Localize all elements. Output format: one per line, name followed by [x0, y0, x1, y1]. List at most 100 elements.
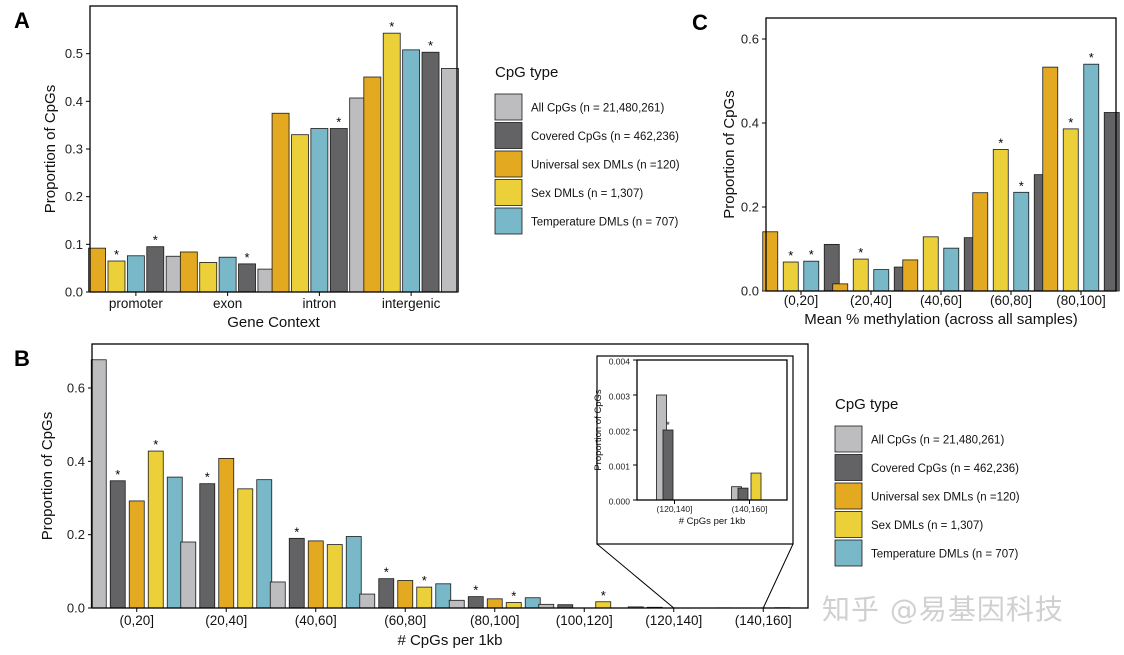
x-tick-label: (60,80]	[384, 613, 426, 628]
bar-universal-sex-dmls	[271, 112, 290, 293]
bar-temperature-dmls	[943, 247, 960, 292]
legend-bottom: CpG type All CpGs (n = 21,480,261) Covered…	[834, 396, 1020, 567]
x-tick-label: intron	[302, 296, 336, 311]
legend-item-label: Temperature DMLs (n = 707)	[871, 549, 1018, 561]
bar-sex-dmls	[326, 544, 343, 609]
bar-sex-dmls	[107, 260, 126, 293]
x-tick-label: (20,40]	[850, 293, 892, 308]
x-tick-label: (120,140]	[657, 504, 693, 514]
legend-item-label: All CpGs (n = 21,480,261)	[531, 103, 664, 115]
bar-sex-dmls	[199, 262, 218, 293]
x-tick-label: (120,140]	[645, 613, 702, 628]
significance-star: *	[473, 583, 478, 598]
panel-label: A	[14, 8, 30, 33]
y-tick-label: 0.5	[65, 46, 83, 61]
significance-star: *	[998, 135, 1003, 150]
bar-temperature-dmls	[1083, 63, 1100, 292]
legend-swatch	[494, 93, 523, 121]
bar-universal-sex-dmls	[972, 192, 989, 292]
bar-covered-cpgs	[1103, 112, 1120, 292]
bar-universal-sex-dmls	[397, 580, 414, 609]
bar-sex-dmls	[852, 258, 869, 292]
bar-temperature-dmls	[166, 476, 183, 609]
y-tick-label: 0.2	[67, 527, 85, 542]
bar-all-cpgs	[448, 599, 465, 609]
significance-star: *	[666, 420, 670, 431]
significance-star: *	[244, 250, 249, 265]
legend-swatch	[494, 207, 523, 235]
x-tick-label: promoter	[109, 296, 164, 311]
legend-swatch	[494, 150, 523, 178]
bar-sex-dmls	[750, 472, 762, 501]
x-tick-label: (100,120]	[556, 613, 613, 628]
significance-star: *	[809, 247, 814, 262]
x-tick-label: intergenic	[382, 296, 441, 311]
y-tick-label: 0.000	[609, 497, 631, 507]
legend-swatch	[834, 482, 863, 510]
legend-title: CpG type	[835, 396, 898, 413]
bar-covered-cpgs	[146, 246, 165, 293]
x-tick-label: (0,20]	[119, 613, 154, 628]
y-tick-label: 0.1	[65, 237, 83, 252]
y-tick-label: 0.2	[65, 189, 83, 204]
bar-sex-dmls	[782, 261, 799, 292]
y-tick-label: 0.6	[67, 381, 85, 396]
bar-temperature-dmls	[256, 479, 273, 609]
legend-item-label: Covered CpGs (n = 462,236)	[871, 463, 1019, 475]
x-tick-label: (40,60]	[295, 613, 337, 628]
bar-temperature-dmls	[126, 255, 145, 293]
bar-covered-cpgs	[662, 429, 674, 501]
bar-universal-sex-dmls	[363, 76, 382, 293]
x-tick-label: (80,100]	[470, 613, 520, 628]
significance-star: *	[115, 467, 120, 482]
bar-all-cpgs	[441, 68, 459, 293]
y-tick-label: 0.0	[65, 285, 83, 300]
bar-covered-cpgs	[421, 51, 440, 293]
significance-star: *	[336, 115, 341, 130]
panel-b-inset: 0.000 0.001 0.002 0.003 0.004 * (120,140] (140,…	[593, 355, 794, 609]
y-tick-label: 0.0	[741, 284, 759, 299]
legend-top: CpG type All CpGs (n = 21,480,261) Covered…	[494, 64, 680, 235]
x-axis-title: Gene Context	[227, 314, 320, 331]
bar-covered-cpgs	[329, 128, 348, 293]
legend-item-label: Covered CpGs (n = 462,236)	[531, 131, 679, 143]
panel-c: 0.0 0.2 0.4 0.6 * * (0,20] * (20,40] (40,60] * * (60…	[692, 10, 1120, 328]
legend-swatch	[834, 511, 863, 538]
bar-covered-cpgs	[238, 263, 256, 293]
significance-star: *	[511, 589, 516, 604]
y-axis-title: Proportion of CpGs	[39, 412, 56, 540]
x-tick-label: (0,20]	[784, 293, 819, 308]
significance-star: *	[384, 565, 389, 580]
y-axis-title: Proportion of CpGs	[42, 85, 59, 213]
y-tick-label: 0.6	[741, 32, 759, 47]
bar-sex-dmls	[291, 134, 309, 293]
significance-star: *	[1019, 178, 1024, 193]
x-axis-title: # CpGs per 1kb	[397, 632, 502, 649]
bar-sex-dmls	[416, 586, 433, 609]
x-tick-label: (20,40]	[205, 613, 247, 628]
x-axis-title: Mean % methylation (across all samples)	[804, 311, 1077, 328]
bar-temperature-dmls	[345, 536, 362, 609]
legend-swatch	[834, 425, 863, 453]
x-tick-label: exon	[213, 296, 242, 311]
bar-temperature-dmls	[873, 269, 890, 292]
significance-star: *	[205, 470, 210, 485]
legend-item-label: Sex DMLs (n = 1,307)	[531, 188, 643, 200]
bar-universal-sex-dmls	[832, 283, 849, 292]
legend-item-label: Universal sex DMLs (n =120)	[871, 492, 1020, 504]
plot-frame	[765, 17, 1117, 292]
y-tick-label: 0.004	[609, 357, 631, 367]
bar-universal-sex-dmls	[307, 540, 324, 609]
bar-universal-sex-dmls	[218, 457, 235, 609]
x-tick-label: (140,160]	[732, 504, 768, 514]
bar-sex-dmls	[1062, 128, 1079, 292]
plot-frame	[636, 359, 788, 501]
significance-star: *	[858, 245, 863, 260]
significance-star: *	[1089, 50, 1094, 65]
y-tick-label: 0.003	[609, 392, 631, 402]
panel-a: 0.0 0.1 0.2 0.3 0.4 0.5 * * promoter * exon * intron…	[14, 5, 459, 331]
y-tick-label: 0.001	[609, 462, 631, 472]
plot-frame	[89, 5, 458, 293]
bar-all-cpgs	[359, 593, 376, 609]
